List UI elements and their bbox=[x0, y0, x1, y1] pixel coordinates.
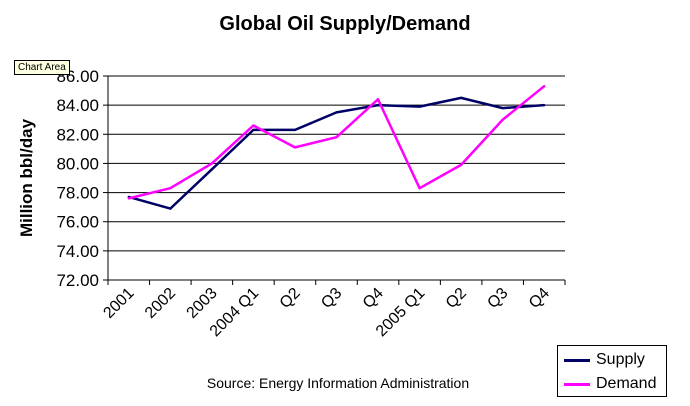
data-point-demand bbox=[210, 162, 214, 165]
legend-swatch-demand bbox=[564, 382, 590, 386]
data-point-supply bbox=[418, 105, 421, 108]
data-point-supply bbox=[335, 111, 338, 114]
x-tick-label: 2003 bbox=[184, 285, 221, 322]
x-tick-label: Q2 bbox=[277, 285, 304, 312]
data-point-demand bbox=[459, 163, 463, 167]
x-tick-label: 2001 bbox=[100, 285, 137, 322]
x-tick-label: Q3 bbox=[484, 285, 511, 312]
data-point-demand bbox=[335, 136, 338, 139]
legend: Supply Demand bbox=[557, 345, 667, 397]
x-tick-label: Q3 bbox=[318, 285, 345, 312]
data-point-supply bbox=[543, 103, 546, 107]
y-tick-label: 74.00 bbox=[56, 242, 99, 261]
x-tick-label: Q4 bbox=[360, 285, 387, 312]
data-point-supply bbox=[501, 106, 504, 110]
data-point-demand bbox=[543, 85, 546, 88]
data-point-supply bbox=[376, 103, 380, 107]
x-tick-label: Q2 bbox=[443, 285, 470, 312]
data-point-supply bbox=[293, 128, 297, 132]
data-point-demand bbox=[127, 197, 130, 200]
grid-layer bbox=[108, 75, 565, 252]
chart-title: Global Oil Supply/Demand bbox=[219, 13, 470, 35]
y-tick-label: 72.00 bbox=[56, 271, 99, 290]
y-axis-label: Million bbl/day bbox=[17, 118, 36, 237]
legend-item-supply: Supply bbox=[564, 349, 645, 371]
data-point-supply bbox=[169, 207, 172, 210]
legend-swatch-supply bbox=[564, 358, 590, 362]
data-point-demand bbox=[418, 187, 421, 190]
x-tick-label: Q4 bbox=[526, 285, 553, 312]
data-point-demand bbox=[293, 146, 297, 149]
series-line-supply bbox=[128, 96, 545, 210]
y-tick-label: 82.00 bbox=[56, 125, 99, 144]
chart-area-tooltip: Chart Area bbox=[14, 60, 70, 75]
data-point-demand bbox=[252, 124, 255, 127]
y-tick-label: 80.00 bbox=[56, 154, 99, 173]
legend-label-demand: Demand bbox=[596, 375, 657, 392]
source-note: Source: Energy Information Administratio… bbox=[206, 375, 470, 391]
legend-item-demand: Demand bbox=[564, 373, 656, 395]
y-tick-label: 76.00 bbox=[56, 213, 99, 232]
data-point-supply bbox=[459, 96, 463, 100]
data-point-demand bbox=[169, 187, 172, 190]
data-point-demand bbox=[376, 98, 380, 101]
legend-label-supply: Supply bbox=[596, 351, 645, 368]
y-tick-label: 78.00 bbox=[56, 184, 99, 203]
data-point-supply bbox=[210, 168, 214, 171]
axis-layer: 72.0074.0076.0078.0080.0082.0084.0086.00… bbox=[56, 67, 566, 340]
data-point-demand bbox=[501, 118, 504, 121]
series-layer bbox=[127, 85, 546, 210]
x-tick-label: 2002 bbox=[142, 285, 179, 322]
y-tick-label: 84.00 bbox=[56, 96, 99, 115]
data-point-supply bbox=[252, 128, 255, 132]
